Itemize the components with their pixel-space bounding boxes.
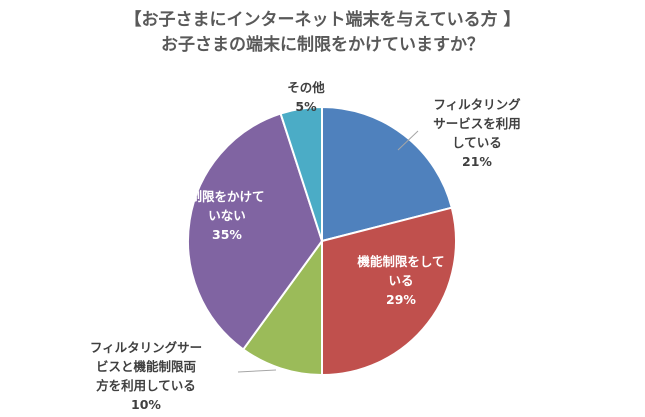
pie-slice-1 [321,206,457,377]
leader-line-2 [237,369,277,373]
slice-label-0-line-2: している [452,135,502,150]
pie-slice-3 [187,112,324,351]
chart-title-line-2: お子さまの端末に制限をかけていますか？ [161,35,484,55]
slice-label-1-line-0: 機能制限をして [357,254,444,269]
slice-label-3-line-0: 制限をかけて [189,189,264,204]
slice-label-2-line-1: ビスと機能制限両 [96,359,197,374]
slice-label-2-line-0: フィルタリングサー [90,340,202,355]
slice-label-2-line-2: 方を利用している [96,378,196,393]
pie-slice-2 [241,237,323,377]
chart-title-line-1: 【お子さまにインターネット端末を与えている方 】 [124,10,521,30]
slice-value-label-4: 5% [295,99,317,114]
pie-slice-0 [321,105,454,243]
slice-label-0-line-0: フィルタリング [433,97,521,112]
slice-value-label-1: 29% [386,292,416,307]
slice-label-3-line-1: いない [208,208,246,223]
slice-label-0-line-1: サービスを利用 [433,116,521,131]
slice-label-4-line-0: その他 [287,80,325,95]
slice-label-1-line-1: いる [388,273,413,288]
leader-line-0 [397,130,419,151]
chart-title: 【お子さまにインターネット端末を与えている方 】 お子さまの端末に制限をかけてい… [0,8,645,58]
slice-value-label-0: 21% [462,154,492,169]
slice-value-label-3: 35% [212,227,242,242]
pie-slice-4 [279,105,323,242]
slice-value-label-2: 10% [131,397,161,412]
